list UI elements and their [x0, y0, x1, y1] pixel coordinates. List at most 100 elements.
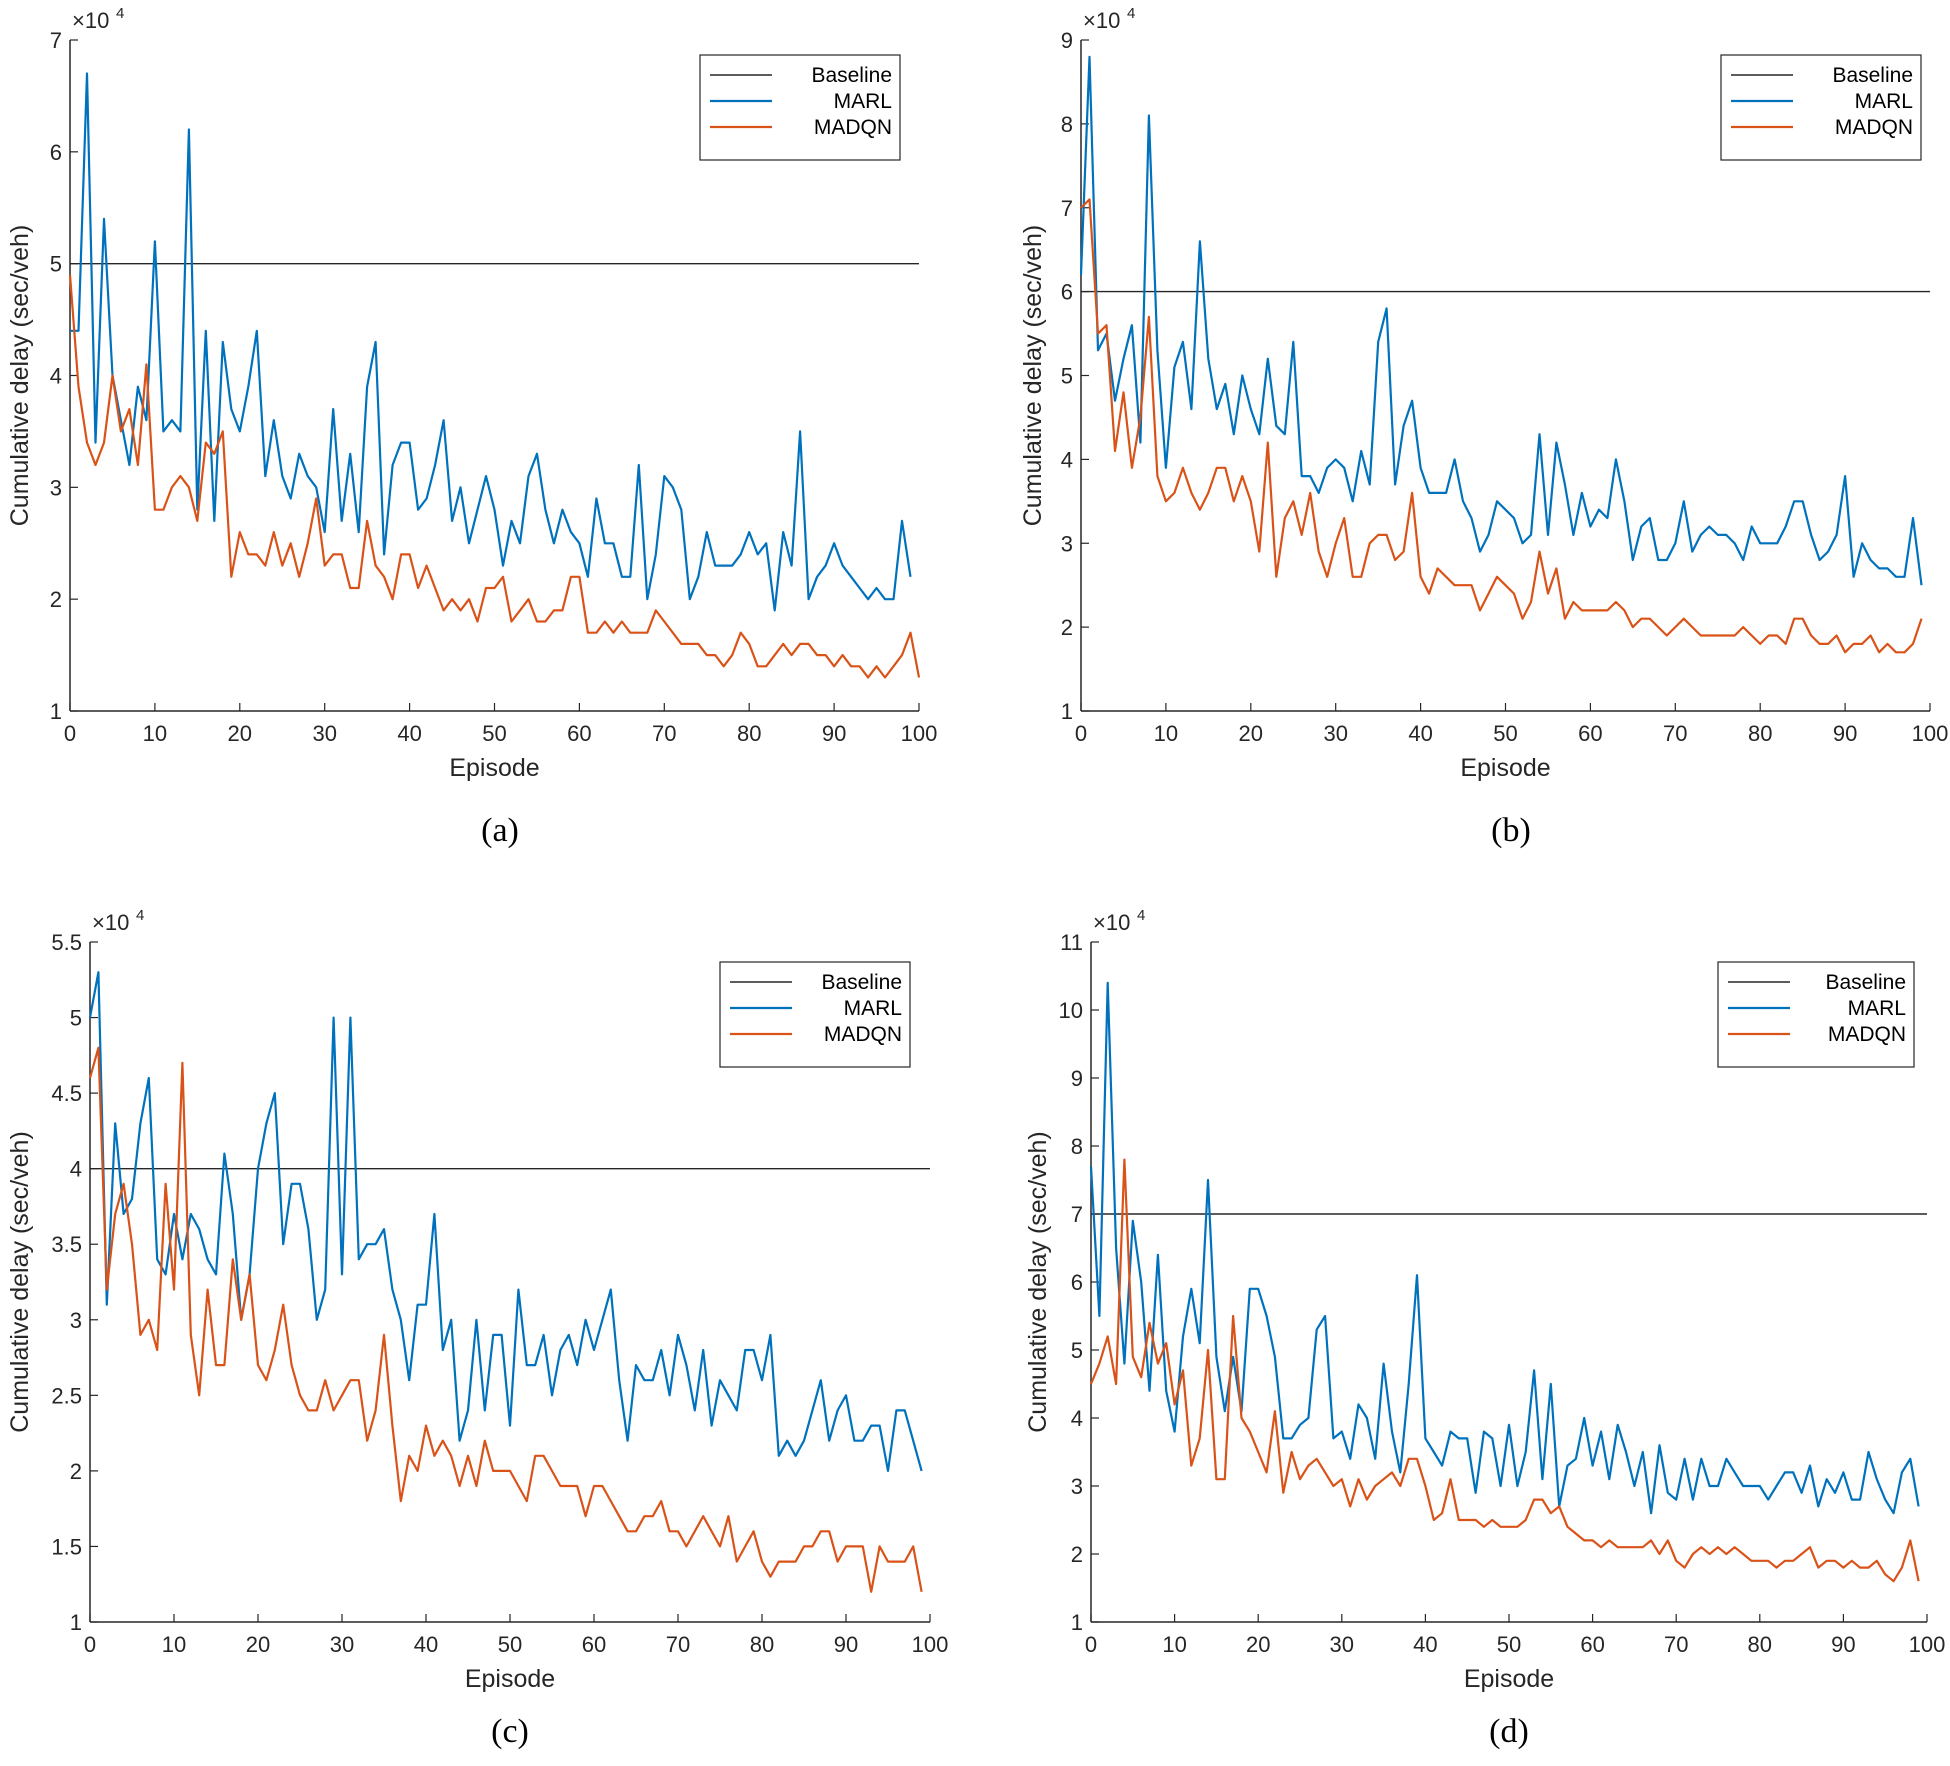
legend-label-baseline: Baseline — [1832, 64, 1913, 87]
x-tick-label: 30 — [1323, 721, 1347, 746]
y-tick-label: 5 — [1061, 364, 1073, 389]
series-line-madqn — [1080, 198, 1923, 654]
x-tick-label: 50 — [1497, 1632, 1521, 1657]
y-tick-label: 5 — [50, 252, 62, 277]
x-tick-label: 90 — [1831, 1632, 1855, 1657]
legend-label-baseline: Baseline — [821, 971, 902, 994]
x-tick-label: 10 — [143, 721, 167, 746]
x-tick-label: 0 — [64, 721, 76, 746]
x-axis-label: Episode — [1464, 1665, 1554, 1693]
y-tick-label: 2 — [1061, 615, 1073, 640]
y-axis-label: Cumulative delay (sec/veh) — [6, 225, 34, 527]
y-tick-label: 9 — [1061, 28, 1073, 53]
x-tick-label: 60 — [582, 1632, 606, 1657]
x-tick-label: 50 — [1493, 721, 1517, 746]
y-tick-label: 2 — [70, 1459, 82, 1484]
series-line-marl — [88, 971, 923, 1473]
x-tick-label: 100 — [1909, 1632, 1946, 1657]
x-tick-label: 60 — [567, 721, 591, 746]
legend-label-marl: MARL — [844, 997, 902, 1020]
panel-caption: (a) — [481, 812, 519, 849]
y-tick-label: 5 — [1071, 1338, 1083, 1363]
y-tick-label: 8 — [1061, 112, 1073, 137]
y-tick-label: 4 — [1071, 1406, 1083, 1431]
y-tick-label: 4.5 — [51, 1081, 82, 1106]
x-tick-label: 80 — [1748, 1632, 1772, 1657]
x-tick-label: 20 — [228, 721, 252, 746]
x-tick-label: 10 — [162, 1632, 186, 1657]
x-tick-label: 60 — [1578, 721, 1602, 746]
chart-panel-4: 0 10 20 30 40 50 60 70 80 90 100 1 2 3 4 5 6 7 8 9 10 11 ×10 4 E… — [1024, 907, 1945, 1750]
axis-exponent-label: ×10 — [1083, 8, 1120, 33]
y-tick-label: 9 — [1071, 1066, 1083, 1091]
y-axis-label: Cumulative delay (sec/veh) — [1024, 1131, 1052, 1433]
y-axis-label: Cumulative delay (sec/veh) — [6, 1131, 34, 1433]
legend-box — [719, 961, 911, 1068]
legend-box — [699, 54, 901, 161]
panel-caption: (b) — [1491, 812, 1531, 849]
x-axis-label: Episode — [465, 1665, 555, 1693]
series-line-marl — [70, 72, 912, 612]
axis-exponent-power: 4 — [136, 907, 144, 924]
y-tick-label: 1 — [1061, 699, 1073, 724]
y-tick-label: 3 — [1061, 531, 1073, 556]
axis-exponent-label: ×10 — [92, 910, 129, 935]
x-axis-label: Episode — [1460, 754, 1550, 782]
x-tick-label: 80 — [1748, 721, 1772, 746]
x-tick-label: 70 — [1663, 721, 1687, 746]
axis-exponent-label: ×10 — [1093, 910, 1130, 935]
x-tick-label: 50 — [482, 721, 506, 746]
y-tick-label: 3 — [50, 475, 62, 500]
x-tick-label: 90 — [822, 721, 846, 746]
y-tick-label: 5 — [70, 1006, 82, 1031]
x-tick-label: 80 — [737, 721, 761, 746]
axis-exponent-power: 4 — [116, 5, 124, 22]
legend-label-madqn: MADQN — [1835, 116, 1913, 139]
axis-exponent-label: ×10 — [72, 8, 109, 33]
y-tick-label: 1 — [70, 1610, 82, 1635]
legend-label-baseline: Baseline — [811, 64, 892, 87]
x-tick-label: 30 — [330, 1632, 354, 1657]
x-tick-label: 30 — [1330, 1632, 1354, 1657]
x-tick-label: 90 — [1833, 721, 1857, 746]
y-tick-label: 8 — [1071, 1134, 1083, 1159]
x-tick-label: 90 — [834, 1632, 858, 1657]
x-tick-label: 0 — [1075, 721, 1087, 746]
y-tick-label: 1 — [1071, 1610, 1083, 1635]
x-tick-label: 50 — [498, 1632, 522, 1657]
y-tick-label: 1.5 — [51, 1534, 82, 1559]
x-tick-label: 100 — [901, 721, 938, 746]
x-tick-label: 20 — [246, 1632, 270, 1657]
y-tick-label: 4 — [70, 1157, 82, 1182]
chart-panel-3: 0 10 20 30 40 50 60 70 80 90 100 1 1.5 2 2.5 3 3.5 4 4.5 5 5… — [6, 907, 948, 1750]
legend-box — [1720, 54, 1922, 161]
series-line-madqn — [68, 274, 921, 679]
y-tick-label: 2 — [50, 587, 62, 612]
x-tick-label: 80 — [750, 1632, 774, 1657]
y-tick-label: 4 — [50, 364, 62, 389]
x-tick-label: 70 — [1664, 1632, 1688, 1657]
legend-label-baseline: Baseline — [1825, 971, 1906, 994]
chart-panel-1: 0 10 20 30 40 50 60 70 80 90 100 1 2 3 4 5 6 7 ×10 4 Episode… — [6, 5, 937, 849]
x-tick-label: 30 — [312, 721, 336, 746]
x-tick-label: 10 — [1162, 1632, 1186, 1657]
y-tick-label: 1 — [50, 699, 62, 724]
x-tick-label: 0 — [84, 1632, 96, 1657]
y-tick-label: 2.5 — [51, 1383, 82, 1408]
legend-label-marl: MARL — [1848, 997, 1906, 1020]
x-axis-label: Episode — [449, 754, 539, 782]
y-tick-label: 6 — [50, 140, 62, 165]
series-line-madqn — [1089, 1158, 1920, 1583]
x-tick-label: 70 — [652, 721, 676, 746]
x-tick-label: 20 — [1239, 721, 1263, 746]
y-tick-label: 6 — [1061, 280, 1073, 305]
x-tick-label: 70 — [666, 1632, 690, 1657]
x-tick-label: 10 — [1154, 721, 1178, 746]
legend-label-madqn: MADQN — [814, 116, 892, 139]
y-tick-label: 10 — [1059, 998, 1083, 1023]
y-tick-label: 4 — [1061, 447, 1073, 472]
panel-caption: (c) — [491, 1713, 529, 1750]
legend-label-madqn: MADQN — [1828, 1023, 1906, 1046]
y-tick-label: 7 — [50, 28, 62, 53]
